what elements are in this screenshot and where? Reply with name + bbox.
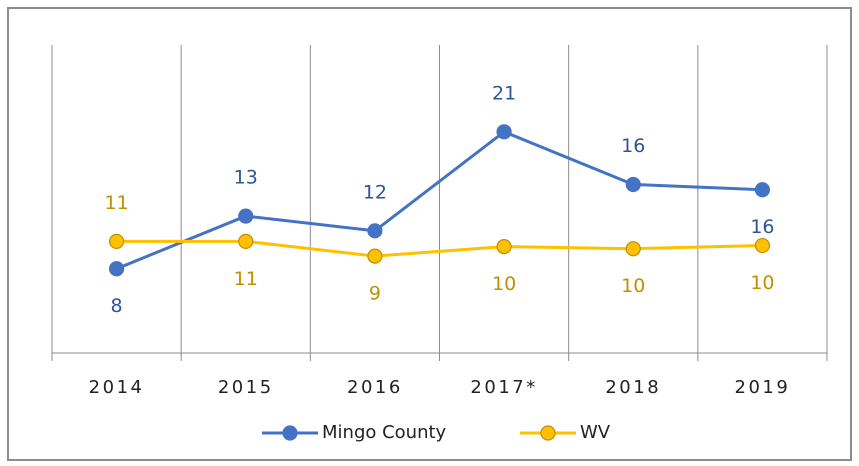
data-point (238, 233, 254, 249)
data-point (625, 176, 641, 193)
data-point (625, 241, 641, 257)
data-label: 11 (104, 192, 128, 214)
data-label: 9 (369, 283, 381, 305)
data-point (108, 261, 125, 277)
legend-marker (540, 425, 556, 441)
x-tick-label: 2016 (347, 377, 403, 398)
data-label: 21 (492, 82, 516, 104)
data-label: 11 (234, 268, 258, 290)
series-line (116, 130, 763, 271)
data-point (754, 182, 771, 198)
x-tick-label: 2014 (89, 377, 145, 398)
series-line (116, 239, 763, 258)
legend-label: WV (580, 422, 611, 443)
data-point (367, 248, 383, 264)
x-tick-label: 2015 (218, 377, 274, 398)
x-tick-label: 2019 (735, 377, 791, 398)
data-label: 8 (111, 295, 123, 317)
data-point (496, 239, 512, 255)
data-point (238, 208, 254, 224)
data-label: 10 (621, 275, 645, 297)
data-label: 16 (750, 216, 774, 238)
chart-border (7, 7, 852, 461)
legend-label: Mingo County (322, 422, 447, 443)
legend-marker (282, 425, 298, 441)
data-point (108, 233, 125, 249)
x-tick-label: 2017* (470, 377, 537, 398)
data-label: 13 (234, 167, 258, 189)
data-point (496, 124, 512, 140)
data-label: 10 (492, 273, 516, 295)
data-point (754, 237, 771, 254)
x-tick-label: 2018 (605, 377, 661, 398)
data-label: 16 (621, 135, 645, 157)
data-point (367, 223, 383, 239)
data-label: 10 (750, 272, 774, 294)
data-label: 12 (363, 181, 387, 203)
